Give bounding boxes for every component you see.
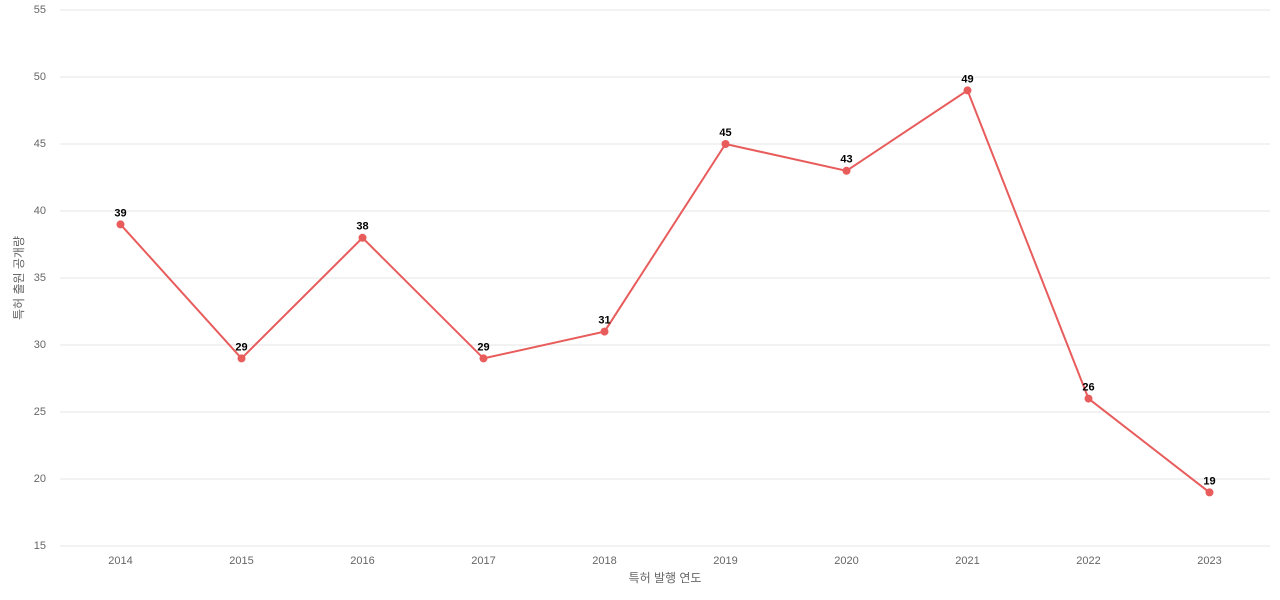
value-label: 49 <box>961 73 973 85</box>
value-label: 45 <box>719 127 731 139</box>
x-tick-label: 2020 <box>834 555 858 567</box>
y-tick-label: 25 <box>34 406 46 418</box>
point <box>358 233 367 242</box>
value-label: 29 <box>477 341 489 353</box>
x-tick-label: 2015 <box>229 555 253 567</box>
x-tick-label: 2018 <box>592 555 616 567</box>
value-label: 38 <box>356 221 368 233</box>
point <box>479 354 488 363</box>
x-tick-label: 2021 <box>955 555 979 567</box>
x-tick-label: 2014 <box>108 555 132 567</box>
y-axis-label: 특허 출원 공개량 <box>12 236 26 320</box>
value-label: 31 <box>598 315 610 327</box>
y-tick-label: 15 <box>34 540 46 552</box>
point <box>1205 488 1214 497</box>
value-label: 43 <box>840 154 852 166</box>
x-tick-label: 2016 <box>350 555 374 567</box>
point <box>1084 394 1093 403</box>
point <box>237 354 246 363</box>
y-tick-label: 20 <box>34 473 46 485</box>
value-label: 26 <box>1082 382 1094 394</box>
y-tick-label: 40 <box>34 205 46 217</box>
y-tick-label: 55 <box>34 4 46 16</box>
point <box>116 220 125 229</box>
y-tick-label: 50 <box>34 71 46 83</box>
x-tick-label: 2022 <box>1076 555 1100 567</box>
value-label: 19 <box>1203 475 1215 487</box>
line <box>119 88 1211 494</box>
x-tick-label: 2017 <box>471 555 495 567</box>
x-tick-label: 2019 <box>713 555 737 567</box>
y-tick-label: 30 <box>34 339 46 351</box>
point <box>721 140 730 148</box>
x-tick-label: 2023 <box>1197 555 1221 567</box>
point <box>600 327 609 336</box>
value-label: 29 <box>235 341 247 353</box>
y-tick-label: 45 <box>34 138 46 150</box>
x-axis-label: 특허 발행 연도 <box>629 570 702 585</box>
y-tick-label: 35 <box>34 272 46 284</box>
point <box>963 86 972 95</box>
point <box>842 166 851 175</box>
value-label: 39 <box>114 207 126 219</box>
